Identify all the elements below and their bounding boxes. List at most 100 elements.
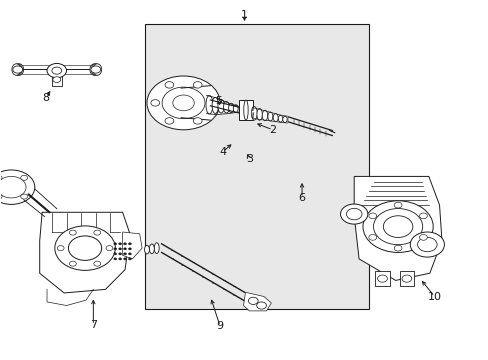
Circle shape — [419, 213, 427, 219]
Circle shape — [164, 82, 173, 88]
Ellipse shape — [267, 112, 272, 121]
Circle shape — [128, 253, 131, 255]
Bar — [374, 271, 389, 286]
Circle shape — [119, 253, 122, 255]
Ellipse shape — [13, 64, 22, 75]
Circle shape — [419, 234, 427, 240]
Circle shape — [114, 248, 117, 250]
Bar — [52, 76, 61, 86]
Circle shape — [94, 261, 101, 266]
Ellipse shape — [93, 64, 102, 75]
Ellipse shape — [12, 64, 20, 75]
Bar — [399, 271, 413, 286]
Circle shape — [401, 275, 411, 282]
Polygon shape — [122, 232, 142, 259]
Ellipse shape — [262, 110, 267, 121]
Ellipse shape — [273, 114, 278, 122]
Circle shape — [393, 245, 401, 251]
Circle shape — [94, 230, 101, 235]
Circle shape — [0, 176, 26, 198]
Circle shape — [123, 243, 126, 245]
Circle shape — [123, 248, 126, 250]
Circle shape — [164, 118, 173, 124]
Ellipse shape — [223, 102, 229, 113]
Circle shape — [123, 253, 126, 255]
Bar — [238, 100, 253, 120]
Ellipse shape — [244, 100, 247, 120]
Polygon shape — [40, 212, 130, 293]
Circle shape — [0, 170, 35, 204]
Circle shape — [0, 194, 2, 199]
Circle shape — [52, 67, 61, 74]
Ellipse shape — [205, 95, 212, 114]
Circle shape — [373, 208, 422, 245]
Text: 4: 4 — [219, 147, 225, 157]
Ellipse shape — [154, 243, 159, 253]
Ellipse shape — [144, 245, 149, 254]
Text: 1: 1 — [241, 10, 247, 20]
Circle shape — [362, 201, 432, 252]
Ellipse shape — [15, 64, 23, 75]
Circle shape — [114, 243, 117, 245]
Circle shape — [114, 258, 117, 260]
Bar — [144, 24, 368, 309]
Circle shape — [119, 258, 122, 260]
Circle shape — [393, 202, 401, 208]
Circle shape — [193, 82, 202, 88]
Text: 2: 2 — [269, 125, 276, 135]
Circle shape — [20, 194, 27, 199]
Text: 7: 7 — [90, 320, 97, 330]
Circle shape — [128, 258, 131, 260]
Circle shape — [69, 261, 76, 266]
Circle shape — [207, 100, 216, 106]
Circle shape — [147, 76, 220, 130]
Circle shape — [68, 236, 102, 260]
Circle shape — [256, 302, 266, 309]
Ellipse shape — [68, 242, 102, 254]
Circle shape — [368, 213, 376, 219]
Circle shape — [57, 246, 64, 251]
Ellipse shape — [90, 64, 99, 75]
Polygon shape — [353, 176, 441, 280]
Circle shape — [368, 234, 376, 240]
Circle shape — [340, 204, 367, 224]
Ellipse shape — [212, 97, 218, 113]
Circle shape — [151, 100, 159, 106]
Circle shape — [346, 208, 361, 220]
Circle shape — [119, 248, 122, 250]
Circle shape — [248, 297, 258, 305]
Ellipse shape — [218, 99, 224, 113]
Ellipse shape — [233, 105, 238, 113]
Circle shape — [53, 77, 61, 82]
Ellipse shape — [256, 108, 262, 120]
Circle shape — [55, 226, 115, 270]
Circle shape — [128, 243, 131, 245]
Circle shape — [172, 95, 194, 111]
Ellipse shape — [228, 103, 234, 113]
Text: 3: 3 — [245, 154, 252, 164]
Circle shape — [114, 253, 117, 255]
Circle shape — [13, 66, 22, 73]
Text: 8: 8 — [42, 93, 49, 103]
Circle shape — [128, 248, 131, 250]
Circle shape — [69, 230, 76, 235]
Circle shape — [91, 66, 101, 73]
Text: 5: 5 — [215, 96, 222, 106]
Circle shape — [193, 118, 202, 124]
Text: 6: 6 — [298, 193, 305, 203]
Circle shape — [20, 175, 27, 180]
Polygon shape — [243, 292, 271, 311]
Circle shape — [119, 243, 122, 245]
Circle shape — [123, 258, 126, 260]
Circle shape — [383, 216, 412, 238]
Circle shape — [47, 63, 66, 78]
Circle shape — [106, 246, 113, 251]
Circle shape — [417, 237, 436, 252]
Ellipse shape — [91, 64, 100, 75]
Ellipse shape — [251, 107, 257, 120]
Text: 9: 9 — [216, 321, 223, 331]
Circle shape — [0, 175, 2, 180]
Ellipse shape — [278, 115, 282, 122]
Circle shape — [162, 87, 204, 119]
Ellipse shape — [282, 116, 286, 122]
